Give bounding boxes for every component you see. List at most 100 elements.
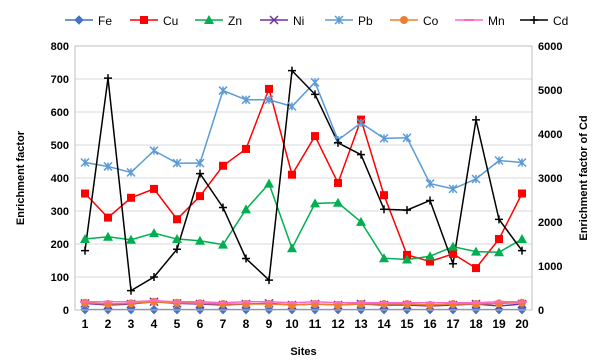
data-point-zn	[287, 243, 297, 253]
series-line-zn	[84, 182, 523, 261]
data-point-co	[403, 300, 411, 309]
y-right-tick-label: 1000	[538, 261, 562, 273]
data-point-zn	[218, 239, 228, 249]
x-tick-label: 18	[469, 317, 483, 331]
legend-marker-cu	[140, 16, 148, 24]
data-point-co	[449, 300, 457, 309]
data-point-zn	[517, 234, 527, 244]
data-point-pb	[149, 146, 159, 156]
data-point-zn	[471, 246, 481, 256]
data-point-zn	[333, 197, 343, 207]
data-point-cu	[219, 161, 227, 170]
legend-marker-pb	[334, 15, 344, 25]
x-tick-label: 15	[400, 317, 414, 331]
x-tick-label: 6	[197, 317, 204, 331]
legend-label-cu: Cu	[163, 14, 178, 28]
legend-marker-ni	[269, 15, 279, 25]
data-point-cd	[127, 286, 135, 295]
data-point-pb	[241, 95, 251, 105]
y-tick-label: 800	[51, 41, 69, 53]
data-point-zn	[379, 253, 389, 263]
data-point-pb	[448, 184, 458, 194]
data-point-cd	[265, 276, 273, 285]
data-point-cu	[265, 84, 273, 93]
y-tick-label: 200	[51, 239, 69, 251]
data-point-cd	[518, 246, 526, 255]
data-point-pb	[310, 77, 320, 87]
data-point-co	[357, 300, 365, 309]
x-tick-label: 7	[220, 317, 227, 331]
x-tick-label: 11	[309, 317, 322, 331]
data-point-cu	[334, 178, 342, 187]
data-point-zn	[80, 234, 90, 244]
data-point-co	[472, 300, 480, 309]
data-point-cd	[150, 273, 158, 281]
y-axis-right-title: Enrichment factor of Cd	[578, 115, 590, 240]
y-tick-label: 500	[51, 140, 69, 152]
data-point-cu	[81, 189, 89, 198]
data-point-cu	[449, 249, 457, 258]
data-point-cu	[311, 132, 319, 141]
x-tick-label: 10	[285, 317, 299, 331]
legend-label-cd: Cd	[553, 14, 568, 28]
data-point-pb	[80, 157, 90, 168]
data-point-cd	[357, 150, 365, 159]
data-point-cd	[495, 215, 503, 224]
data-point-pb	[287, 101, 297, 111]
legend-marker-zn	[204, 15, 214, 24]
legend-label-zn: Zn	[228, 14, 242, 28]
x-tick-label: 13	[354, 317, 368, 331]
data-point-cd	[219, 203, 227, 212]
data-point-cu	[472, 264, 480, 273]
y-axis-title: Enrichment factor	[15, 130, 27, 225]
x-tick-label: 3	[128, 317, 135, 331]
data-point-pb	[103, 161, 113, 171]
data-point-zn	[356, 216, 366, 226]
data-point-cd	[242, 254, 250, 263]
y-tick-label: 700	[51, 74, 69, 86]
x-tick-label: 16	[423, 317, 437, 331]
data-point-cu	[104, 213, 112, 222]
x-tick-label: 2	[105, 317, 112, 331]
data-point-cu	[518, 189, 526, 198]
data-point-cu	[127, 193, 135, 202]
data-point-cu	[380, 191, 388, 200]
data-point-zn	[310, 198, 320, 208]
data-point-cd	[81, 246, 89, 255]
data-point-co	[380, 300, 388, 309]
data-point-cd	[311, 90, 319, 99]
y-tick-label: 100	[51, 272, 69, 284]
data-point-zn	[241, 204, 251, 214]
x-tick-label: 17	[446, 317, 460, 331]
data-point-zn	[402, 254, 412, 264]
y-tick-label: 300	[51, 206, 69, 218]
data-point-pb	[195, 158, 205, 168]
data-point-zn	[126, 234, 136, 244]
data-point-cu	[150, 184, 158, 193]
y-right-tick-label: 4000	[538, 129, 562, 141]
y-right-tick-label: 0	[538, 305, 544, 317]
legend-marker-fe	[74, 15, 84, 25]
x-tick-label: 9	[266, 317, 273, 331]
x-axis-title: Sites	[290, 346, 316, 358]
legend: Fe Cu Zn Ni Pb Co Mn Cd	[65, 14, 568, 28]
axis-layer: 0 100 200 300 400 500 600 700 800 0 1000 2000 3000 40…	[51, 41, 563, 331]
series-line-pb	[84, 80, 523, 190]
data-point-zn	[195, 235, 205, 245]
legend-label-ni: Ni	[293, 14, 304, 28]
y-right-tick-label: 3000	[538, 173, 562, 185]
y-right-tick-label: 2000	[538, 217, 562, 229]
data-point-pb	[517, 157, 527, 168]
data-point-pb	[402, 133, 412, 143]
data-point-cu	[288, 170, 296, 179]
data-point-zn	[172, 234, 182, 244]
data-point-cu	[173, 215, 181, 224]
y-tick-label: 0	[63, 305, 69, 317]
data-point-cd	[449, 259, 457, 268]
data-point-zn	[494, 247, 504, 257]
data-point-pb	[471, 174, 481, 184]
y-right-tick-label: 6000	[538, 41, 562, 53]
legend-label-fe: Fe	[98, 14, 112, 28]
y-tick-label: 600	[51, 107, 69, 119]
